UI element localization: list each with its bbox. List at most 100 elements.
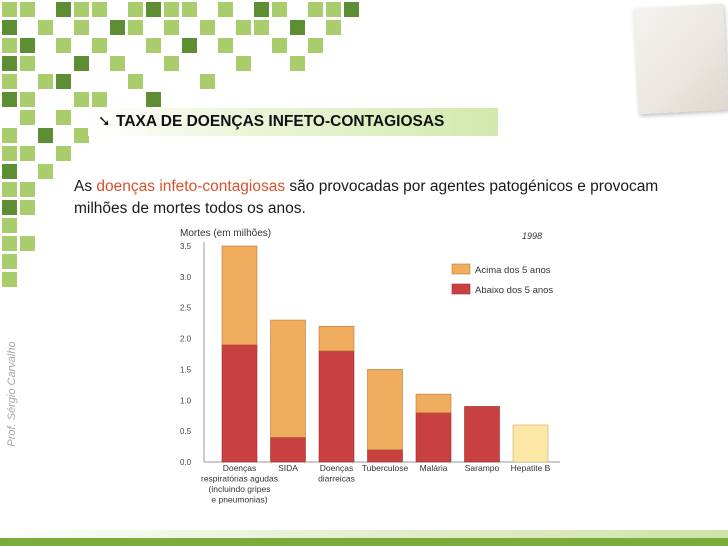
mosaic-tile	[2, 182, 17, 197]
mosaic-tile	[2, 74, 17, 89]
legend-swatch	[451, 283, 471, 295]
mosaic-tile	[110, 20, 125, 35]
y-tick-label: 0.5	[180, 427, 192, 436]
mosaic-tile	[308, 2, 323, 17]
mosaic-tile	[92, 92, 107, 107]
x-category-label: Malária	[420, 463, 448, 473]
bar-above-5	[415, 393, 452, 413]
mosaic-tile	[20, 200, 35, 215]
mosaic-tile	[326, 2, 341, 17]
mosaic-tile	[344, 2, 359, 17]
intro-text-start: As	[74, 178, 97, 195]
y-axis-label: Mortes (em milhões)	[180, 228, 271, 239]
chart-annotation-year: 1998	[522, 231, 542, 241]
mosaic-tile	[38, 164, 53, 179]
mosaic-tile	[2, 272, 17, 287]
mosaic-tile	[218, 38, 233, 53]
bar-below-5	[415, 412, 452, 463]
legend-label: Acima dos 5 anos	[475, 265, 551, 276]
mosaic-tile	[20, 236, 35, 251]
mosaic-tile	[128, 2, 143, 17]
side-credit: Prof. Sérgio Carvalho	[6, 341, 18, 447]
bar-total	[512, 424, 549, 463]
mosaic-tile	[74, 128, 89, 143]
arrow-bullet-icon: ➘	[98, 113, 111, 130]
bar-above-5	[221, 245, 258, 346]
mosaic-tile	[146, 38, 161, 53]
bar-above-5	[270, 319, 306, 438]
bar-above-5	[367, 369, 403, 450]
green-mosaic-decoration	[2, 2, 359, 287]
mosaic-tile	[290, 20, 305, 35]
intro-highlight: doenças infeto-contagiosas	[96, 178, 286, 195]
x-category-label: Sarampo	[465, 463, 500, 473]
mosaic-tile	[20, 110, 35, 125]
mosaic-tile	[326, 20, 341, 35]
x-category-label: Doenças diarreicas	[318, 463, 355, 484]
intro-text-end: são provocadas por agentes patogénicos e…	[74, 178, 659, 217]
y-tick-label: 2.5	[180, 304, 192, 313]
mosaic-tile	[146, 2, 161, 17]
mosaic-tile	[56, 74, 71, 89]
mosaic-tile	[164, 56, 179, 71]
mosaic-tile	[218, 2, 233, 17]
mosaic-tile	[164, 20, 179, 35]
mosaic-tile	[56, 38, 71, 53]
mosaic-tile	[38, 74, 53, 89]
mosaic-tile	[2, 146, 17, 161]
mosaic-tile	[128, 74, 143, 89]
y-tick-label: 3.0	[180, 273, 192, 282]
mosaic-tile	[254, 2, 269, 17]
mosaic-tile	[74, 92, 89, 107]
mosaic-tile	[2, 38, 17, 53]
title-bar	[88, 108, 498, 136]
mosaic-tile	[38, 128, 53, 143]
mosaic-tile	[290, 56, 305, 71]
x-category-label: SIDA	[278, 463, 298, 473]
mosaic-tile	[182, 2, 197, 17]
mosaic-tile	[20, 146, 35, 161]
mosaic-tile	[56, 146, 71, 161]
y-tick-label: 1.0	[180, 396, 192, 405]
mosaic-tile	[2, 56, 17, 71]
intro-paragraph: As doenças infeto-contagiosas são provoc…	[74, 176, 694, 220]
x-category-label: Hepatite B	[511, 463, 551, 473]
deaths-bar-chart: Mortes (em milhões) 1998 0.0 0.5 1.0 1.5 2.0 2.…	[180, 228, 560, 505]
x-category-label: Doenças respiratórias agudas (incluindo gr…	[201, 463, 278, 505]
mosaic-tile	[20, 56, 35, 71]
mosaic-tile	[38, 20, 53, 35]
mosaic-tile	[2, 164, 17, 179]
x-category-label: Tuberculose	[362, 463, 409, 473]
mosaic-tile	[2, 200, 17, 215]
mosaic-tile	[2, 128, 17, 143]
bar-below-5	[318, 350, 355, 463]
bar-below-5	[367, 449, 403, 463]
y-tick-label: 0.0	[180, 458, 192, 467]
bar-below-5	[221, 344, 258, 463]
y-tick-label: 1.5	[180, 365, 192, 374]
mosaic-tile	[236, 56, 251, 71]
slide-title: TAXA DE DOENÇAS INFETO-CONTAGIOSAS	[116, 113, 445, 130]
mosaic-tile	[308, 38, 323, 53]
mosaic-tile	[74, 2, 89, 17]
bar-above-5	[318, 325, 355, 352]
mosaic-tile	[236, 20, 251, 35]
mosaic-tile	[200, 74, 215, 89]
mosaic-tile	[128, 20, 143, 35]
mosaic-tile	[110, 56, 125, 71]
mosaic-tile	[2, 236, 17, 251]
note-paper-decoration	[633, 3, 728, 115]
mosaic-tile	[254, 20, 269, 35]
mosaic-tile	[74, 56, 89, 71]
mosaic-tile	[164, 2, 179, 17]
mosaic-tile	[2, 254, 17, 269]
mosaic-tile	[20, 2, 35, 17]
y-tick-label: 3.5	[180, 242, 192, 251]
mosaic-tile	[2, 92, 17, 107]
mosaic-tile	[146, 92, 161, 107]
legend-label: Abaixo dos 5 anos	[475, 285, 553, 296]
y-tick-label: 2.0	[180, 335, 192, 344]
mosaic-tile	[272, 38, 287, 53]
mosaic-tile	[272, 2, 287, 17]
mosaic-tile	[182, 38, 197, 53]
